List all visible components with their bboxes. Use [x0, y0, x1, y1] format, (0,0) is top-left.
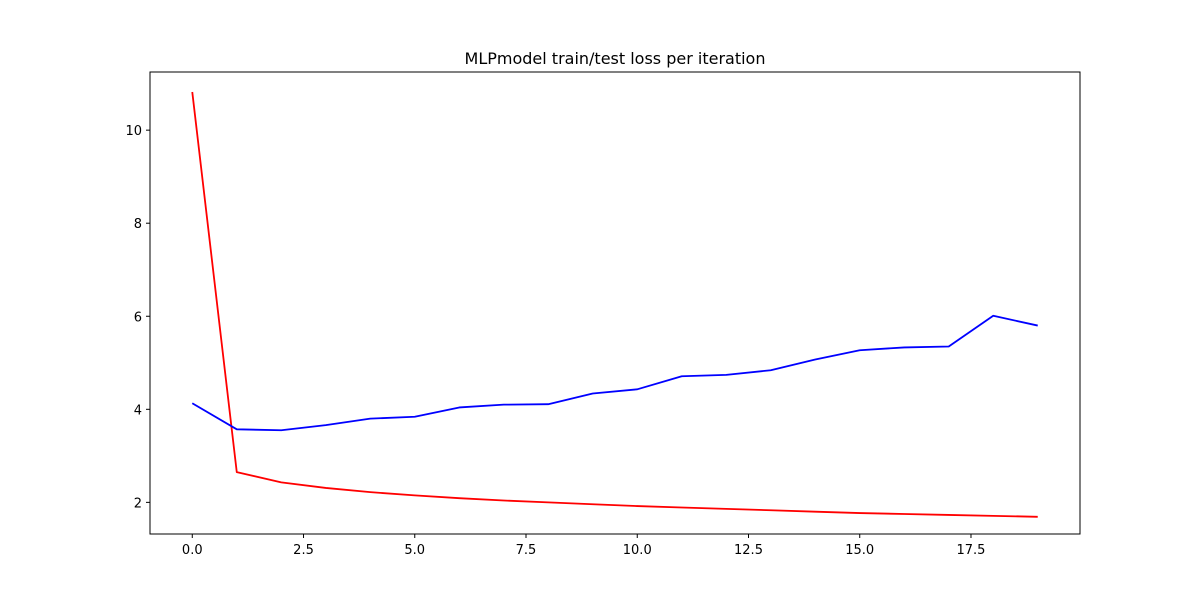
y-axis-ticks: 2 4 6 8 10 — [125, 124, 150, 511]
x-tick-label: 5.0 — [404, 543, 425, 558]
series-line-1 — [191, 91, 1038, 518]
x-tick-label: 15.0 — [845, 543, 874, 558]
x-tick-label: 0.0 — [182, 543, 203, 558]
chart-title: MLPmodel train/test loss per iteration — [465, 49, 766, 68]
y-tick-label: 8 — [134, 217, 142, 232]
series-line-2 — [191, 314, 1038, 432]
series-layer — [191, 91, 1038, 518]
x-tick-label: 10.0 — [623, 543, 652, 558]
x-tick-label: 2.5 — [293, 543, 314, 558]
y-tick-label: 4 — [134, 403, 142, 418]
y-tick-label: 2 — [134, 496, 142, 511]
x-tick-label: 17.5 — [957, 543, 986, 558]
plot-area-frame — [149, 71, 1081, 535]
x-tick-label: 7.5 — [516, 543, 537, 558]
x-axis-ticks: 0.0 2.5 5.0 7.5 10.0 12.5 15.0 17.5 — [182, 534, 986, 558]
x-tick-label: 12.5 — [734, 543, 763, 558]
y-tick-label: 10 — [125, 124, 142, 139]
y-tick-label: 6 — [134, 310, 142, 325]
